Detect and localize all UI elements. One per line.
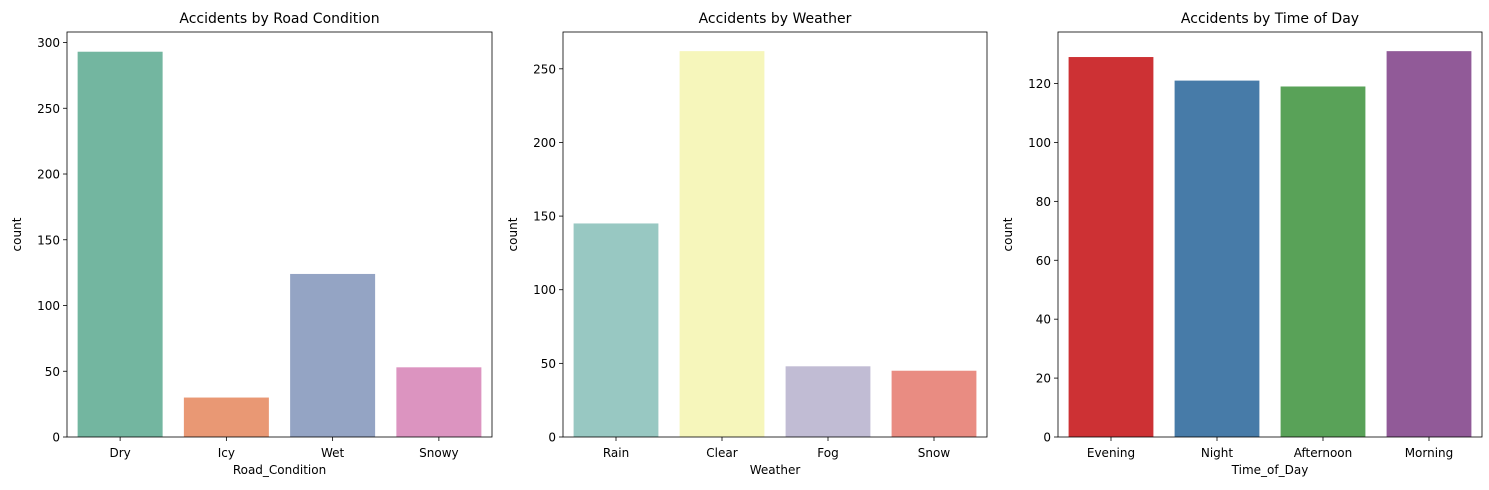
weather-y-tick-label: 50 <box>541 357 556 371</box>
road-condition-bar-dry <box>77 51 163 437</box>
weather-y-axis-label: count <box>506 217 520 251</box>
time-of-day-bar-afternoon <box>1280 86 1366 437</box>
road-condition-y-tick-label: 0 <box>52 431 60 445</box>
time-of-day-y-axis-label: count <box>1001 217 1015 251</box>
weather-y-tick-label: 0 <box>548 431 556 445</box>
time-of-day-y-tick-label: 80 <box>1036 195 1051 209</box>
weather-chart: Rain Clear Fog Snow 0 50 100 150 200 250 Accidents… <box>506 11 988 477</box>
time-of-day-bar-morning <box>1386 51 1472 438</box>
road-condition-y-axis-label: count <box>10 217 24 251</box>
road-condition-y-tick-label: 200 <box>37 168 60 182</box>
time-of-day-y-tick-label: 100 <box>1028 136 1051 150</box>
time-of-day-bar-evening <box>1068 57 1154 437</box>
road-condition-bar-icy <box>183 397 269 437</box>
weather-y-tick-label: 250 <box>533 62 556 76</box>
weather-bar-rain <box>573 223 659 437</box>
time-of-day-y-tick-label: 120 <box>1028 77 1051 91</box>
time-of-day-bar-night <box>1174 80 1260 437</box>
road-condition-x-tick-label: Snowy <box>419 446 458 460</box>
road-condition-y-tick-label: 250 <box>37 102 60 116</box>
weather-y-tick-label: 150 <box>533 210 556 224</box>
road-condition-x-tick-label: Icy <box>218 446 235 460</box>
time-of-day-x-tick-label: Evening <box>1087 446 1135 460</box>
weather-axes-frame <box>562 31 988 438</box>
weather-x-tick-label: Rain <box>603 446 629 460</box>
road-condition-bar-wet <box>290 273 376 437</box>
time-of-day-y-tick-label: 0 <box>1043 431 1051 445</box>
time-of-day-x-tick-label: Morning <box>1405 446 1454 460</box>
weather-x-tick-label: Fog <box>817 446 838 460</box>
road-condition-axes-frame <box>66 31 493 438</box>
road-condition-bar-snowy <box>396 367 482 437</box>
time-of-day-y-tick-label: 40 <box>1036 313 1051 327</box>
time-of-day-y-tick-label: 20 <box>1036 372 1051 386</box>
road-condition-title: Accidents by Road Condition <box>179 11 379 27</box>
time-of-day-x-tick-label: Night <box>1201 446 1234 460</box>
weather-x-tick-label: Clear <box>706 446 737 460</box>
time-of-day-x-tick-label: Afternoon <box>1294 446 1353 460</box>
weather-x-axis-label: Weather <box>750 463 801 477</box>
road-condition-y-tick-label: 150 <box>37 233 60 247</box>
weather-x-tick-label: Snow <box>918 446 951 460</box>
time-of-day-x-axis-label: Time_of_Day <box>1231 463 1309 477</box>
road-condition-x-axis-label: Road_Condition <box>233 463 326 477</box>
time-of-day-axes-frame <box>1057 31 1483 438</box>
time-of-day-chart: Evening Night Afternoon Morning 0 20 40 60 80 100… <box>1001 11 1483 477</box>
road-condition-x-tick-label: Wet <box>321 446 345 460</box>
road-condition-x-tick-label: Dry <box>109 446 130 460</box>
road-condition-y-tick-label: 50 <box>45 365 60 379</box>
road-condition-y-tick-label: 100 <box>37 299 60 313</box>
time-of-day-y-tick-label: 60 <box>1036 254 1051 268</box>
weather-bar-fog <box>785 366 871 437</box>
weather-bar-clear <box>679 51 765 438</box>
weather-bar-snow <box>891 370 977 437</box>
road-condition-chart: Dry Icy Wet Snowy 0 50 100 150 200 250 300 Accident… <box>10 11 493 477</box>
weather-y-tick-label: 100 <box>533 283 556 297</box>
road-condition-y-tick-label: 300 <box>37 36 60 50</box>
weather-y-tick-label: 200 <box>533 136 556 150</box>
weather-title: Accidents by Weather <box>699 11 852 27</box>
time-of-day-title: Accidents by Time of Day <box>1181 11 1359 27</box>
